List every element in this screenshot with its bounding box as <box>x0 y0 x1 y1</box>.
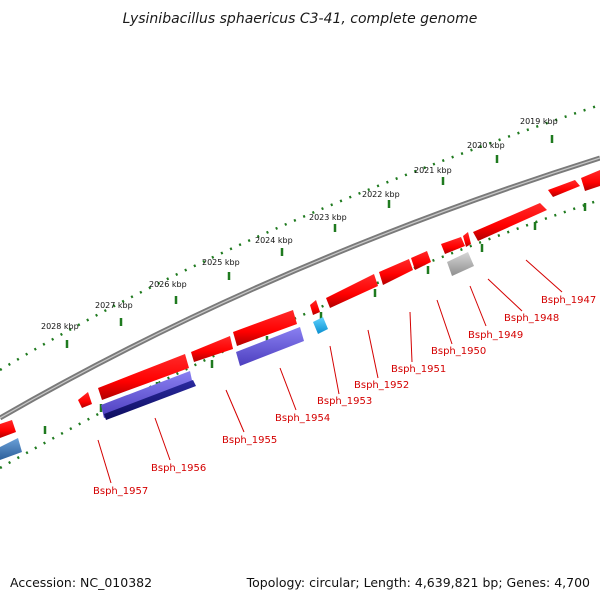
gene-feature <box>236 327 304 366</box>
gene-feature <box>326 274 378 308</box>
inner-major-ticks <box>43 203 587 434</box>
tick-label: 2022 kbp <box>362 190 400 199</box>
gene-feature <box>104 380 196 420</box>
gene-label: Bsph_1953 <box>317 396 372 407</box>
gene-feature <box>379 259 413 285</box>
gene-feature <box>191 336 233 362</box>
gene-feature <box>473 203 547 241</box>
gene-label: Bsph_1957 <box>93 486 148 497</box>
tick-label: 2026 kbp <box>149 280 187 289</box>
tick-label: 2024 kbp <box>255 236 293 245</box>
gene-feature <box>233 310 297 346</box>
tick-label: 2028 kbp <box>41 322 79 331</box>
gene-feature <box>101 371 193 418</box>
outer-major-ticks <box>65 135 554 348</box>
gene-label: Bsph_1955 <box>222 435 277 446</box>
gene-label: Bsph_1949 <box>468 330 523 341</box>
gene-label: Bsph_1956 <box>151 463 206 474</box>
gene-feature <box>0 438 22 460</box>
gene-feature <box>548 180 580 197</box>
gene-label: Bsph_1950 <box>431 346 486 357</box>
gene-label: Bsph_1947 <box>541 295 596 306</box>
reverse-strand-genes <box>0 252 474 460</box>
gene-label: Bsph_1948 <box>504 313 559 324</box>
gene-feature <box>310 300 320 315</box>
gene-feature <box>78 392 92 408</box>
genome-summary-text: Topology: circular; Length: 4,639,821 bp… <box>246 575 590 590</box>
gene-feature <box>0 420 16 438</box>
gene-label: Bsph_1954 <box>275 413 330 424</box>
map-title: Lysinibacillus sphaericus C3-41, complet… <box>123 11 478 27</box>
tick-label: 2023 kbp <box>309 213 347 222</box>
tick-labels: 2019 kbp 2020 kbp 2021 kbp 2022 kbp 2023… <box>41 117 558 331</box>
genome-backbone-highlight <box>0 157 600 419</box>
genome-backbone <box>0 155 600 421</box>
tick-label: 2020 kbp <box>467 141 505 150</box>
tick-label: 2021 kbp <box>414 166 452 175</box>
gene-feature <box>463 232 471 247</box>
tick-label: 2019 kbp <box>520 117 558 126</box>
outer-scale-arc <box>0 103 600 372</box>
gene-feature <box>313 317 328 334</box>
gene-feature <box>441 237 465 254</box>
gene-feature <box>411 251 431 270</box>
gene-feature <box>98 354 189 400</box>
accession-text: Accession: NC_010382 <box>10 575 152 590</box>
gene-labels: Bsph_1947 Bsph_1948 Bsph_1949 Bsph_1950 … <box>93 295 596 497</box>
gene-feature <box>447 252 474 276</box>
gene-feature <box>581 170 600 191</box>
tick-label: 2025 kbp <box>202 258 240 267</box>
gene-label: Bsph_1951 <box>391 364 446 375</box>
label-leader-lines <box>97 259 563 484</box>
gene-label: Bsph_1952 <box>354 380 409 391</box>
tick-label: 2027 kbp <box>95 301 133 310</box>
forward-strand-genes <box>0 170 600 438</box>
